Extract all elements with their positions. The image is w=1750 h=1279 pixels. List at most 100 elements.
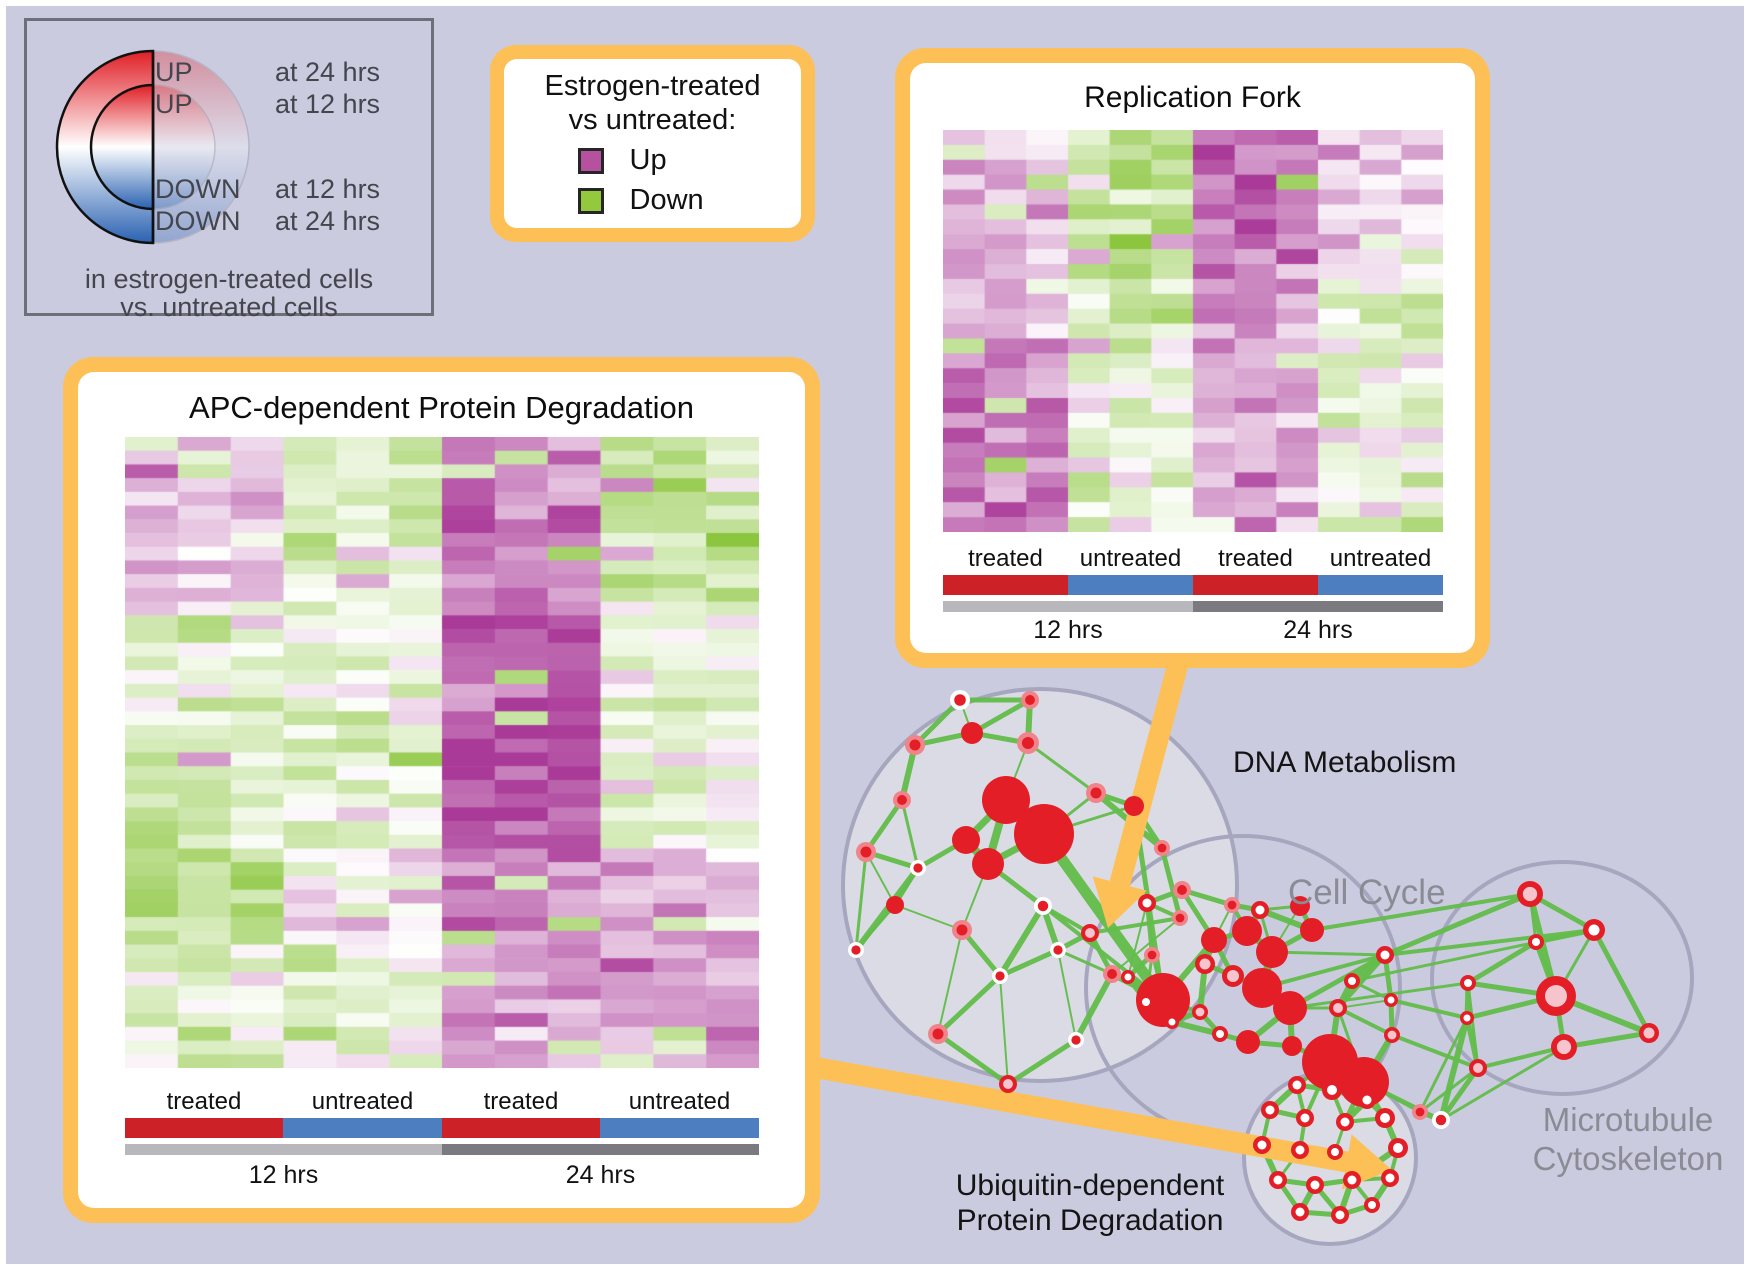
network-edge: [1418, 1016, 1469, 1114]
network-node-core: [1053, 945, 1063, 955]
network-node-core: [1522, 886, 1538, 902]
apc-panel-inner: APC-dependent Protein Degradation treate…: [78, 372, 805, 1208]
treated-bar: [125, 1118, 283, 1138]
cluster-mt: [1430, 860, 1694, 1096]
network-node: [952, 826, 980, 854]
callout-arrow-shaft: [1109, 661, 1189, 887]
group-label: treated: [1218, 545, 1293, 572]
network-node: [1282, 1036, 1302, 1056]
time-bar-24hrs: [1193, 601, 1443, 612]
network-node: [1232, 916, 1262, 946]
network-node-core: [1257, 1140, 1267, 1150]
network-node-core: [1348, 977, 1356, 985]
time-label-12hrs: 12 hrs: [248, 1161, 319, 1189]
network-node-core: [1071, 1035, 1081, 1045]
network-node-core: [1295, 1207, 1305, 1217]
network-node-core: [1195, 1007, 1205, 1017]
group-label: treated: [166, 1088, 242, 1115]
network-edge: [1382, 891, 1533, 958]
time-label: at 12 hrs: [275, 174, 381, 204]
network-node: [1273, 991, 1307, 1025]
ubiquitin-degradation-label: Ubiquitin-dependent Protein Degradation: [890, 1168, 1290, 1238]
updown-legend-title-line1: Estrogen-treated: [544, 70, 761, 102]
network-node-core: [956, 924, 968, 936]
network-node-core: [909, 739, 921, 751]
network-edge: [999, 975, 1009, 1085]
time-label-12hrs: 12 hrs: [1033, 616, 1103, 644]
network-edge: [1465, 939, 1539, 986]
up-label: Up: [629, 144, 667, 176]
network-node-core: [1464, 979, 1472, 987]
network-edge: [1073, 971, 1115, 1043]
network-node-core: [1300, 1113, 1310, 1123]
network-edge: [1088, 916, 1182, 935]
network-node: [982, 776, 1030, 824]
network-edge: [900, 798, 920, 870]
network-node-core: [913, 863, 923, 873]
time-bar-24hrs: [442, 1144, 759, 1155]
callout-arrowhead-replication-fork: [1092, 876, 1147, 928]
replication-fork-title: Replication Fork: [1084, 81, 1301, 114]
direction-label: DOWN: [155, 206, 241, 236]
network-node-core: [1310, 1180, 1320, 1190]
network-edge: [1383, 928, 1596, 957]
group-label: untreated: [311, 1088, 414, 1115]
network-node-core: [1463, 1014, 1471, 1022]
network-edge: [1287, 952, 1388, 1011]
network-node-core: [1199, 958, 1211, 970]
network-node: [886, 896, 904, 914]
legend-row: UP at 12 hrs: [27, 89, 431, 119]
time-label-24hrs: 24 hrs: [1283, 616, 1353, 644]
network-node-core: [1090, 787, 1102, 799]
network-edge: [1476, 1045, 1566, 1070]
network-edge: [1310, 892, 1532, 932]
updown-legend-inner: Estrogen-treated vs untreated: Up Down: [504, 59, 801, 228]
network-edge: [1057, 949, 1077, 1041]
network-node-core: [1393, 1143, 1403, 1153]
network-edge: [997, 903, 1046, 979]
untreated-bar: [1068, 575, 1193, 595]
network-node-core: [1168, 1018, 1176, 1026]
legend-row: DOWN at 12 hrs: [27, 174, 431, 204]
network-node-core: [1147, 950, 1157, 960]
network-edge: [1288, 981, 1470, 1010]
network-node-core: [1226, 969, 1240, 983]
network-edge: [969, 697, 1033, 736]
updown-legend-title-line2: vs untreated:: [568, 104, 737, 136]
network-edge: [997, 947, 1061, 979]
network-node-core: [860, 846, 872, 858]
inner-circle-right-half: [152, 84, 216, 210]
group-label: untreated: [1329, 545, 1432, 572]
network-node-core: [1255, 905, 1265, 915]
network-edge: [1438, 1015, 1470, 1123]
network-node-core: [1003, 1079, 1013, 1089]
network-node-core: [1175, 913, 1185, 923]
cell-cycle-label: Cell Cycle: [1288, 873, 1446, 912]
concentric-circles-legend: [55, 49, 250, 245]
legend-row: UP at 24 hrs: [27, 57, 431, 87]
group-label: treated: [968, 545, 1043, 572]
network-edge: [1056, 948, 1114, 976]
network-node: [1339, 1057, 1389, 1107]
network-node-core: [1292, 1080, 1302, 1090]
network-node: [1242, 968, 1282, 1008]
ubiquitin-label-line2: Protein Degradation: [956, 1204, 1224, 1237]
network-edge: [894, 904, 963, 931]
network-node-core: [1025, 695, 1035, 705]
network-node-core: [1335, 1210, 1345, 1220]
legend-footer-line1: in estrogen-treated cells: [84, 264, 374, 294]
legend-item-up: Up: [577, 144, 728, 177]
network-node-core: [932, 1028, 944, 1040]
direction-label: UP: [155, 89, 193, 119]
network-edge: [1169, 1019, 1223, 1037]
down-color-swatch: [577, 187, 604, 214]
untreated-bar: [283, 1118, 442, 1138]
network-node-core: [1347, 1175, 1357, 1185]
treated-bar: [1193, 575, 1318, 595]
network-node: [1256, 936, 1288, 968]
apc-panel: APC-dependent Protein Degradation treate…: [63, 357, 820, 1223]
network-edge: [1260, 953, 1387, 990]
group-label: treated: [483, 1088, 559, 1115]
network-node-core: [1085, 928, 1095, 938]
